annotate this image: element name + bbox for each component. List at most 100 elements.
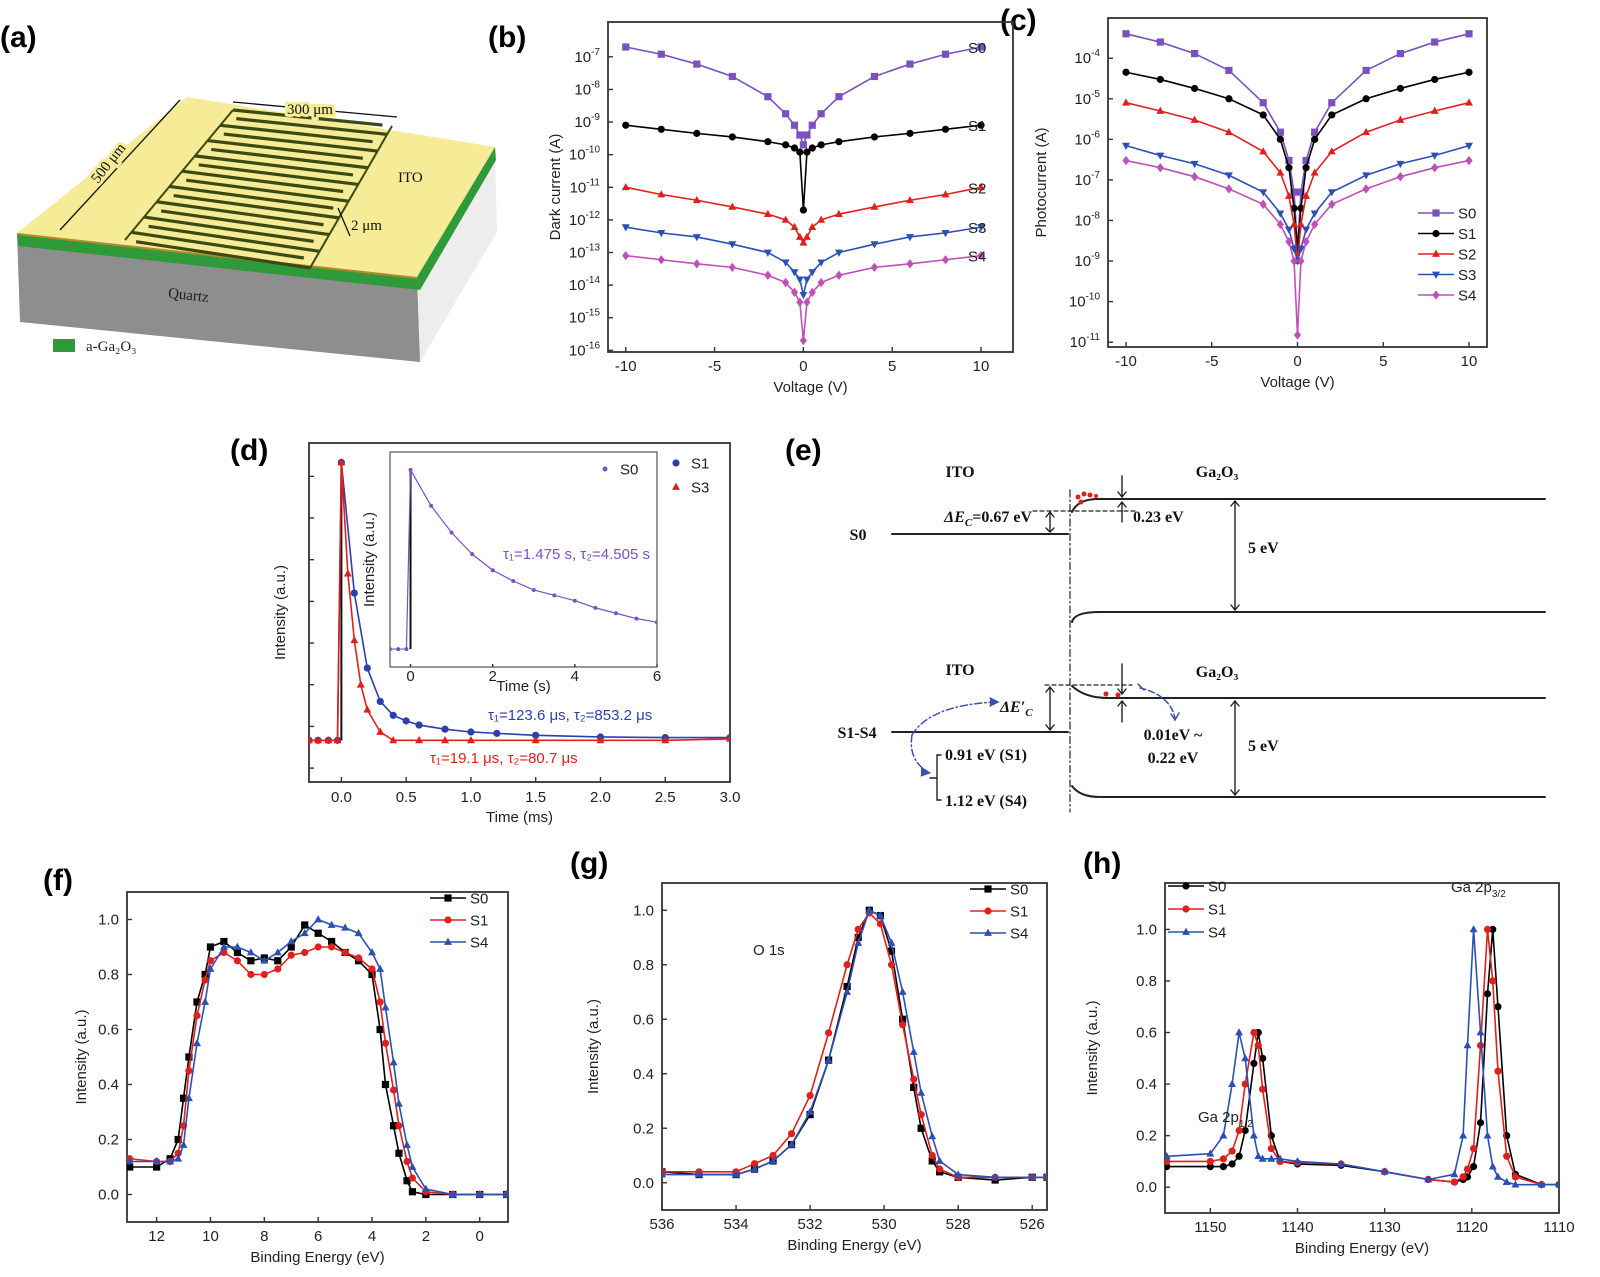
data-point [1206, 1162, 1214, 1171]
x-tick-label: 1150 [1194, 1219, 1226, 1236]
x-tick-label: 0 [799, 358, 807, 375]
data-point [870, 72, 879, 81]
data-point [806, 1107, 815, 1115]
data-point [1430, 106, 1439, 114]
y-tick-exponent: -11 [586, 177, 600, 188]
data-point [389, 1122, 398, 1130]
electrode-finger [135, 240, 311, 270]
trapped-electrons-s1-s4 [1103, 691, 1121, 698]
y-tick-base: 10 [569, 147, 586, 164]
data-point [1494, 1003, 1502, 1011]
x-tick-label: 1.0 [460, 789, 481, 806]
electrode-bus-left [124, 109, 234, 241]
data-point [1259, 147, 1268, 155]
x-tick-label: 1.5 [525, 789, 546, 806]
data-point [621, 182, 630, 191]
plot-area [127, 915, 508, 1199]
x-tick-label: 530 [872, 1216, 897, 1233]
pointer-arrowheads [1137, 683, 1180, 722]
data-point [206, 957, 215, 965]
series-label: S2 [968, 180, 986, 197]
data-point [1362, 172, 1371, 180]
y-tick-exponent: -6 [1091, 129, 1100, 140]
data-point [763, 209, 772, 218]
data-point [802, 276, 811, 284]
y-tick-label: 10-9 [1074, 251, 1100, 270]
y-axis-label: Intensity (a.u.) [361, 512, 378, 607]
data-point [185, 1053, 193, 1061]
data-point [1328, 99, 1336, 107]
data-point [803, 131, 811, 139]
data-point [1122, 68, 1130, 76]
legend-item: S4 [1168, 925, 1226, 942]
data-point [834, 209, 843, 218]
data-point [153, 1163, 161, 1171]
data-point [532, 731, 540, 739]
chart-f: 12 10 8 6 4 2 0 0.0 0.2 0.4 0.6 0.8 1.0 Binding Energ… [73, 891, 509, 1266]
offset-pointer-arrowhead [989, 697, 1000, 707]
y-tick-exponent: -13 [586, 243, 601, 254]
data-point [695, 1170, 703, 1178]
data-point [1156, 38, 1164, 46]
data-point [1431, 38, 1439, 46]
series-S4 [622, 250, 985, 346]
chart-d-inset: 0 2 4 6 Time (s) Intensity (a.u.) S0 τ₁=1.475 s… [361, 451, 661, 695]
data-point [1465, 98, 1473, 106]
data-point [1259, 189, 1268, 197]
data-point [1122, 142, 1130, 150]
panel-label-h: (h) [1083, 847, 1121, 880]
data-point [728, 241, 737, 249]
y-tick-label: 10-8 [574, 79, 600, 98]
y-tick-base: 10 [1074, 50, 1091, 67]
data-point [246, 948, 255, 956]
y-tick-label: 10-9 [574, 112, 600, 131]
data-point [1241, 1080, 1249, 1088]
data-point [166, 1157, 175, 1165]
legend-item: S0 [1168, 879, 1226, 896]
legend-label: S1 [1208, 902, 1226, 919]
x-tick-label: 536 [649, 1216, 674, 1233]
annotation: τ₁=123.6 μs, τ₂=853.2 μs [488, 707, 652, 724]
electrode-finger [198, 163, 359, 187]
data-point [1235, 1126, 1243, 1135]
legend-marker [1432, 209, 1440, 217]
x-tick-label: 0.5 [396, 789, 417, 806]
data-point [769, 1156, 778, 1164]
data-point [1302, 237, 1310, 247]
series-label: S3 [968, 220, 986, 237]
x-tick-label: 0 [1293, 353, 1301, 370]
x-tick-label: 5 [1379, 353, 1387, 370]
y-tick-label: 0.8 [1136, 973, 1157, 990]
width-label: 300 μm [287, 102, 333, 118]
data-point [941, 125, 950, 133]
data-point [655, 620, 657, 625]
electrode-finger [169, 184, 334, 210]
data-point [1302, 226, 1311, 234]
data-point [1165, 1151, 1171, 1160]
data-point [622, 121, 630, 129]
x-axis-label: Binding Energy (eV) [250, 1249, 384, 1266]
data-point [531, 735, 540, 744]
data-point [1463, 1165, 1472, 1173]
y-tick-label: 10-10 [569, 145, 601, 164]
data-point [1430, 152, 1439, 160]
data-point [1224, 127, 1233, 136]
annotation: τ₁=1.475 s, τ₂=4.505 s [503, 546, 650, 563]
data-point [1483, 990, 1492, 998]
gap-marker [337, 207, 351, 237]
y-tick-label: 1.0 [98, 912, 119, 929]
x-tick-label: -10 [1115, 353, 1137, 370]
legend-item: S0 [970, 882, 1028, 899]
substrate-side-face [417, 147, 497, 362]
data-point [824, 1029, 833, 1037]
series-label: S1 [968, 118, 986, 135]
data-point [887, 947, 896, 955]
x-axis-label: Voltage (V) [773, 379, 847, 396]
legend-swatch-ga2o3 [53, 339, 75, 352]
data-point [403, 1140, 411, 1148]
data-point [854, 938, 863, 946]
data-point [184, 1093, 193, 1102]
series-S3 [621, 224, 985, 300]
y-axis-label: Photocurrent (A) [1033, 127, 1050, 237]
data-point [898, 987, 907, 995]
